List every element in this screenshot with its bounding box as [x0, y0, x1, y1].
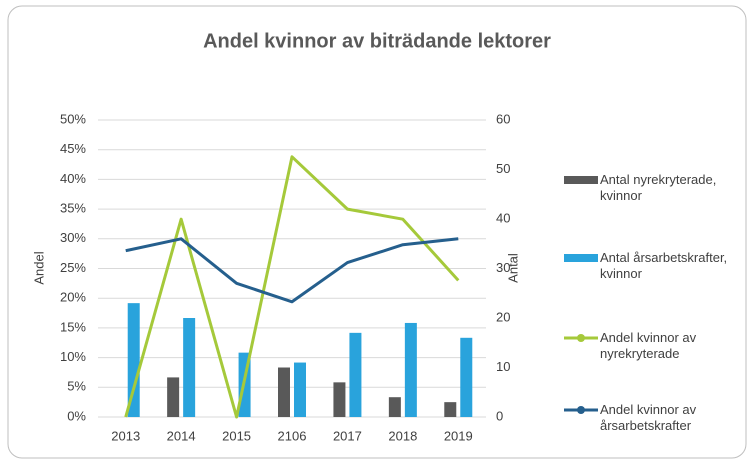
y2-tick-label: 0 [496, 408, 503, 423]
bar [278, 367, 290, 417]
y-tick-label: 20% [60, 290, 86, 305]
bar [349, 332, 362, 417]
x-tick-label: 2017 [333, 428, 362, 443]
legend-swatch [564, 176, 598, 184]
x-tick-label: 2013 [111, 428, 140, 443]
y-tick-label: 50% [60, 111, 86, 126]
bar [333, 382, 346, 417]
bar [444, 402, 457, 417]
legend-label: Andel kvinnor av årsarbetskrafter [600, 402, 697, 433]
x-tick-label: 2019 [444, 428, 473, 443]
bar [294, 362, 306, 417]
y-tick-label: 35% [60, 201, 86, 216]
bar [127, 303, 140, 417]
bar [404, 322, 417, 417]
chart-title: Andel kvinnor av biträdande lektorer [203, 30, 551, 52]
y-axis-title: Andel [31, 251, 46, 284]
line [124, 155, 460, 419]
legend-label: Antal årsarbetskrafter, kvinnor [600, 250, 728, 281]
bar [183, 318, 196, 417]
x-tick-label: 2015 [222, 428, 251, 443]
x-tick-label: 2106 [278, 428, 307, 443]
y-tick-label: 30% [60, 230, 86, 245]
y2-axis-title: Antal [505, 253, 520, 283]
y-tick-label: 45% [60, 141, 86, 156]
y-tick-label: 15% [60, 319, 86, 334]
y2-tick-label: 40 [496, 210, 510, 225]
y-tick-label: 5% [67, 379, 86, 394]
y-tick-label: 0% [67, 408, 86, 423]
bar [167, 377, 180, 417]
x-tick-label: 2018 [388, 428, 417, 443]
y-tick-label: 25% [60, 260, 86, 275]
y2-tick-label: 50 [496, 161, 510, 176]
legend-marker [577, 406, 585, 414]
line [125, 237, 459, 304]
x-tick-label: 2014 [167, 428, 196, 443]
y-tick-label: 10% [60, 349, 86, 364]
legend-swatch [564, 254, 598, 262]
bar [388, 397, 401, 417]
legend-marker [577, 334, 585, 342]
chart-border [7, 5, 747, 459]
y2-tick-label: 10 [496, 359, 510, 374]
y2-tick-label: 60 [496, 111, 510, 126]
legend-label: Antal nyrekryterade, kvinnor [600, 172, 717, 203]
y-tick-label: 40% [60, 171, 86, 186]
y2-tick-label: 20 [496, 309, 510, 324]
legend-label: Andel kvinnor av nyrekryterade [600, 330, 697, 361]
y2-tick-label: 30 [496, 260, 510, 275]
bar [460, 337, 473, 417]
